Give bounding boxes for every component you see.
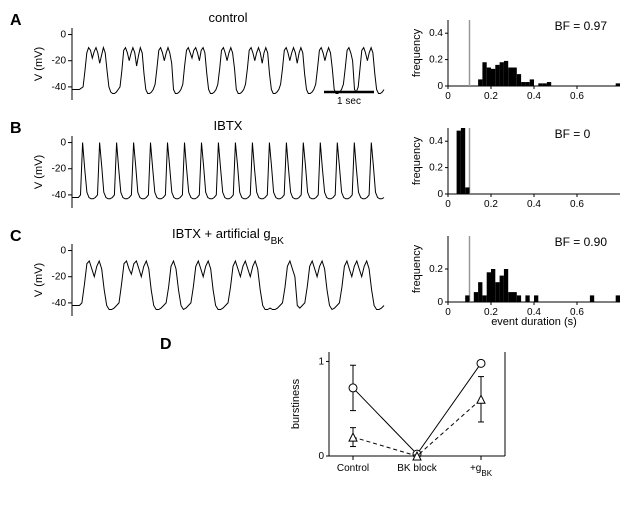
histogram-B: 0 0.2 0.4 0 0.2 0.4 0.6 frequency BF = 0 bbox=[410, 118, 630, 218]
panel-A: Acontrol 0 -20 -40 V (mV) 1 sec 0 0.2 0.4 0 0.2 0.4… bbox=[10, 10, 630, 110]
svg-text:1: 1 bbox=[318, 356, 324, 367]
panel-C: C IBTX + artificial gBK 0 -20 -40 V (mV) 0 0.2 0… bbox=[10, 226, 630, 326]
svg-text:V (mV): V (mV) bbox=[33, 155, 45, 189]
trace-B: IBTX 0 -20 -40 V (mV) bbox=[30, 118, 390, 218]
panel-label-A: A bbox=[10, 12, 30, 30]
svg-text:1 sec: 1 sec bbox=[337, 96, 361, 107]
trace-A: control 0 -20 -40 V (mV) 1 sec bbox=[30, 10, 390, 110]
svg-text:0.4: 0.4 bbox=[429, 136, 443, 147]
svg-text:0: 0 bbox=[60, 138, 66, 149]
svg-text:0: 0 bbox=[60, 30, 66, 41]
svg-text:0.6: 0.6 bbox=[570, 91, 584, 102]
svg-text:frequency: frequency bbox=[411, 28, 423, 77]
panel-B: B IBTX 0 -20 -40 V (mV) 0 0.2 0.4 0 0.2 0.4 0.6 frequ… bbox=[10, 118, 630, 218]
histogram-C: 00.200.20.40.6frequencyBF = 0.90event du… bbox=[410, 226, 630, 326]
svg-text:-20: -20 bbox=[52, 164, 67, 175]
svg-text:0: 0 bbox=[445, 199, 451, 210]
svg-text:+gBK: +gBK bbox=[470, 463, 493, 478]
svg-text:0.2: 0.2 bbox=[429, 163, 443, 174]
svg-text:0: 0 bbox=[318, 451, 324, 462]
svg-text:IBTX: IBTX bbox=[214, 118, 243, 133]
svg-text:0.4: 0.4 bbox=[429, 28, 443, 39]
panel-label-D: D bbox=[160, 336, 180, 354]
burstiness-plot: 0 1 burstiness Control BK block +gBK bbox=[285, 344, 525, 484]
svg-text:burstiness: burstiness bbox=[290, 378, 302, 429]
svg-text:0.2: 0.2 bbox=[484, 199, 498, 210]
svg-text:event duration (s): event duration (s) bbox=[491, 316, 577, 328]
svg-text:Control: Control bbox=[337, 463, 369, 474]
svg-text:frequency: frequency bbox=[411, 244, 423, 293]
svg-text:-20: -20 bbox=[52, 272, 67, 283]
svg-text:V (mV): V (mV) bbox=[33, 263, 45, 297]
svg-text:0.2: 0.2 bbox=[484, 91, 498, 102]
svg-text:-20: -20 bbox=[52, 56, 67, 67]
svg-text:0.6: 0.6 bbox=[570, 199, 584, 210]
svg-text:-40: -40 bbox=[52, 190, 67, 201]
svg-text:0.4: 0.4 bbox=[527, 91, 541, 102]
svg-text:0: 0 bbox=[437, 297, 443, 308]
svg-text:0: 0 bbox=[445, 91, 451, 102]
svg-text:0: 0 bbox=[60, 246, 66, 257]
svg-text:0.2: 0.2 bbox=[429, 55, 443, 66]
svg-text:0.2: 0.2 bbox=[429, 264, 443, 275]
svg-text:-40: -40 bbox=[52, 298, 67, 309]
panel-D: D 0 1 burstiness Control BK block +gBK bbox=[10, 334, 630, 484]
trace-C: IBTX + artificial gBK 0 -20 -40 V (mV) bbox=[30, 226, 390, 326]
svg-text:BK block: BK block bbox=[397, 463, 437, 474]
svg-text:0.4: 0.4 bbox=[527, 199, 541, 210]
svg-text:0: 0 bbox=[437, 81, 443, 92]
svg-text:-40: -40 bbox=[52, 82, 67, 93]
svg-text:frequency: frequency bbox=[411, 136, 423, 185]
svg-text:BF = 0: BF = 0 bbox=[555, 127, 591, 141]
panel-label-C: C bbox=[10, 228, 30, 246]
panel-label-B: B bbox=[10, 120, 30, 138]
svg-text:0: 0 bbox=[437, 189, 443, 200]
svg-text:IBTX + artificial gBK: IBTX + artificial gBK bbox=[172, 226, 284, 247]
svg-text:BF = 0.90: BF = 0.90 bbox=[555, 235, 608, 249]
svg-text:control: control bbox=[208, 10, 247, 25]
histogram-A: 0 0.2 0.4 0 0.2 0.4 0.6 frequency BF = 0.97 bbox=[410, 10, 630, 110]
svg-text:V (mV): V (mV) bbox=[33, 47, 45, 81]
svg-text:BF = 0.97: BF = 0.97 bbox=[555, 19, 608, 33]
svg-text:0: 0 bbox=[445, 307, 451, 318]
